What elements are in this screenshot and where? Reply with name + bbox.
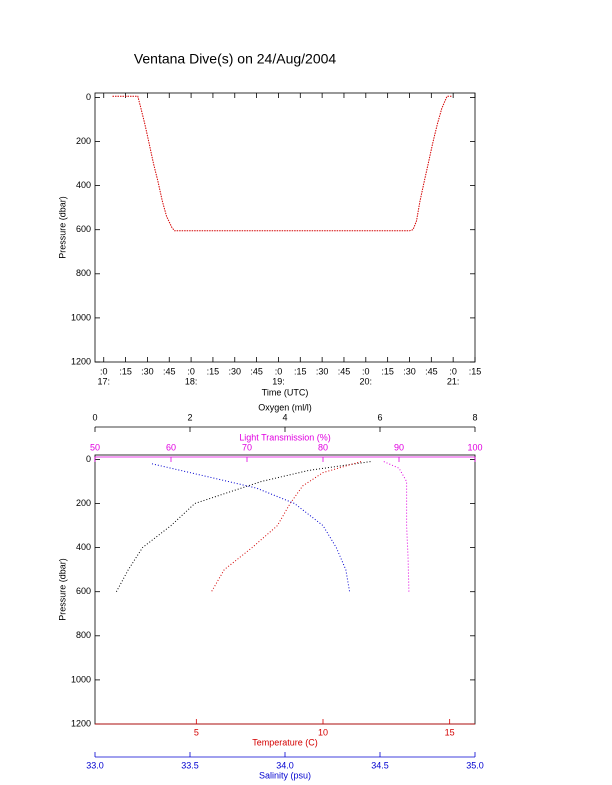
x-tick-label: :30 [316, 366, 329, 376]
x-axis-label: Temperature (C) [252, 737, 318, 747]
x-tick-label: 60 [166, 442, 176, 452]
x-tick-label: :45 [425, 366, 438, 376]
x-hour-label: 17: [97, 376, 110, 386]
x-tick-label: 50 [90, 442, 100, 452]
profile-line [383, 461, 410, 592]
y-tick-label: 1000 [71, 674, 91, 684]
profile-line [151, 463, 351, 592]
y-tick-label: 400 [76, 180, 91, 190]
y-tick-label: 800 [76, 268, 91, 278]
profile-line [211, 461, 362, 592]
x-hour-label: 21: [447, 376, 460, 386]
x-hour-label: 19: [272, 376, 285, 386]
x-tick-label: 4 [282, 412, 287, 422]
x-tick-label: :0 [449, 366, 457, 376]
x-tick-label: :15 [294, 366, 307, 376]
x-tick-label: 80 [318, 442, 328, 452]
dive-line [112, 95, 452, 232]
x-tick-label: :15 [119, 366, 132, 376]
x-axis-label: Salinity (psu) [259, 770, 311, 780]
x-hour-label: 20: [360, 376, 373, 386]
x-axis-label: Time (UTC) [262, 387, 309, 397]
profile-line [115, 461, 371, 592]
y-tick-label: 200 [76, 498, 91, 508]
x-tick-label: 33.0 [86, 760, 104, 770]
x-tick-label: :30 [229, 366, 242, 376]
x-tick-label: 34.0 [276, 760, 294, 770]
x-tick-label: :15 [469, 366, 482, 376]
x-tick-label: 100 [467, 442, 482, 452]
x-tick-label: 5 [194, 727, 199, 737]
y-tick-label: 600 [76, 586, 91, 596]
x-tick-label: 33.5 [181, 760, 199, 770]
x-axis-label: Oxygen (ml/l) [258, 402, 312, 412]
x-tick-label: :45 [338, 366, 351, 376]
x-tick-label: 34.5 [371, 760, 389, 770]
x-tick-label: :0 [362, 366, 370, 376]
x-tick-label: :30 [403, 366, 416, 376]
x-tick-label: :15 [207, 366, 220, 376]
y-axis-label: Pressure (dbar) [57, 558, 67, 621]
y-tick-label: 0 [86, 92, 91, 102]
x-tick-label: 0 [92, 412, 97, 422]
x-tick-label: 90 [394, 442, 404, 452]
x-hour-label: 18: [185, 376, 198, 386]
y-tick-label: 400 [76, 542, 91, 552]
y-tick-label: 1000 [71, 312, 91, 322]
x-tick-label: 10 [318, 727, 328, 737]
plot-frame [94, 92, 476, 363]
x-tick-label: :0 [275, 366, 283, 376]
x-axis-label: Light Transmission (%) [239, 432, 331, 442]
x-tick-label: :0 [187, 366, 195, 376]
x-tick-label: :0 [100, 366, 108, 376]
x-tick-label: :45 [250, 366, 263, 376]
chart-title: Ventana Dive(s) on 24/Aug/2004 [134, 51, 337, 67]
y-tick-label: 600 [76, 224, 91, 234]
x-tick-label: 35.0 [466, 760, 484, 770]
x-tick-label: 15 [445, 727, 455, 737]
x-tick-label: :30 [141, 366, 154, 376]
x-tick-label: 8 [472, 412, 477, 422]
x-tick-label: :15 [381, 366, 394, 376]
x-tick-label: 6 [377, 412, 382, 422]
y-axis-label: Pressure (dbar) [57, 196, 67, 259]
x-tick-label: 70 [242, 442, 252, 452]
y-tick-label: 200 [76, 136, 91, 146]
y-tick-label: 1200 [71, 356, 91, 366]
plot-frame [94, 454, 476, 725]
x-tick-label: :45 [163, 366, 176, 376]
x-tick-label: 2 [187, 412, 192, 422]
y-tick-label: 0 [86, 454, 91, 464]
y-tick-label: 1200 [71, 718, 91, 728]
y-tick-label: 800 [76, 630, 91, 640]
